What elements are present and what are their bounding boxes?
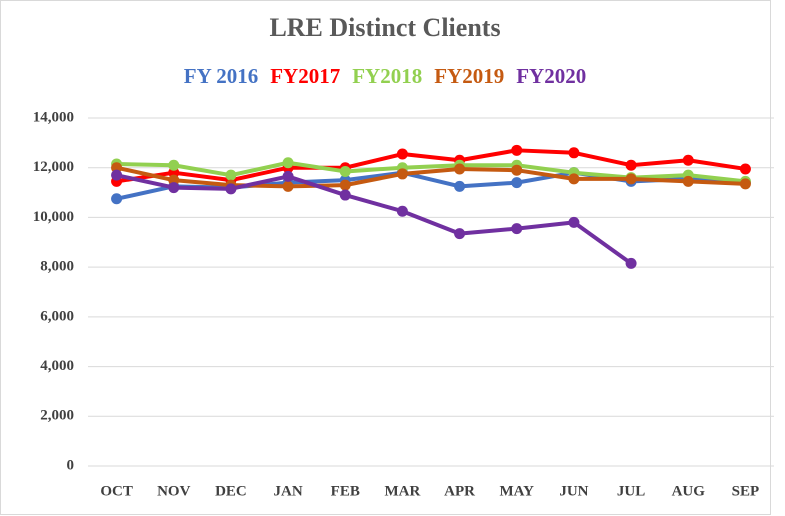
x-tick-label: NOV [157,483,191,499]
data-point [682,175,694,187]
data-point [168,182,180,194]
data-point [111,193,123,205]
legend-entry: FY2018 [352,64,422,88]
series-line [116,160,746,184]
legend-entry: FY2019 [434,64,504,88]
x-tick-label: JAN [273,483,302,499]
data-point [225,183,237,195]
y-tick-label: 14,000 [33,109,74,125]
data-point [396,168,408,180]
data-point [568,147,580,159]
legend-entry: FY2020 [516,64,586,88]
data-point [625,173,637,185]
data-point [511,177,523,189]
x-tick-label: DEC [215,483,247,499]
y-tick-label: 12,000 [33,159,74,175]
data-point [454,228,466,240]
data-point [739,163,751,175]
y-tick-label: 2,000 [40,408,74,424]
data-point [625,257,637,269]
series-line [116,148,746,184]
chart-title: LRE Distinct Clients [269,13,500,42]
data-point [682,154,694,166]
series-line [116,173,633,266]
x-tick-label: JUN [559,483,588,499]
y-tick-label: 4,000 [40,358,74,374]
data-point [454,163,466,175]
x-tick-label: JUL [617,483,645,499]
y-tick-label: 6,000 [40,308,74,324]
data-point [339,165,351,177]
data-point [739,178,751,190]
data-point [168,159,180,171]
data-point [282,170,294,182]
data-point [339,189,351,201]
y-tick-label: 8,000 [40,259,74,275]
data-point [282,180,294,192]
data-point [111,169,123,181]
data-point [568,216,580,228]
data-point [396,148,408,160]
x-tick-label: OCT [100,483,133,499]
data-point [454,180,466,192]
data-point [511,164,523,176]
data-point [225,169,237,181]
data-point [625,159,637,171]
legend-entry: FY2017 [270,64,340,88]
y-tick-label: 10,000 [33,209,74,225]
x-tick-label: FEB [331,483,360,499]
x-tick-label: AUG [672,483,706,499]
x-tick-label: MAR [385,483,421,499]
data-point [568,173,580,185]
x-tick-label: MAY [500,483,535,499]
x-tick-label: APR [444,483,475,499]
x-tick-label: SEP [732,483,760,499]
data-point [511,144,523,156]
y-tick-label: 0 [67,457,75,473]
data-point [339,179,351,191]
legend-entry: FY 2016 [184,64,258,88]
series-line [116,165,746,189]
legend: FY 2016 FY2017 FY2018 FY2019 FY2020 [184,64,586,88]
data-point [282,157,294,169]
data-point [511,223,523,235]
data-point [396,205,408,217]
